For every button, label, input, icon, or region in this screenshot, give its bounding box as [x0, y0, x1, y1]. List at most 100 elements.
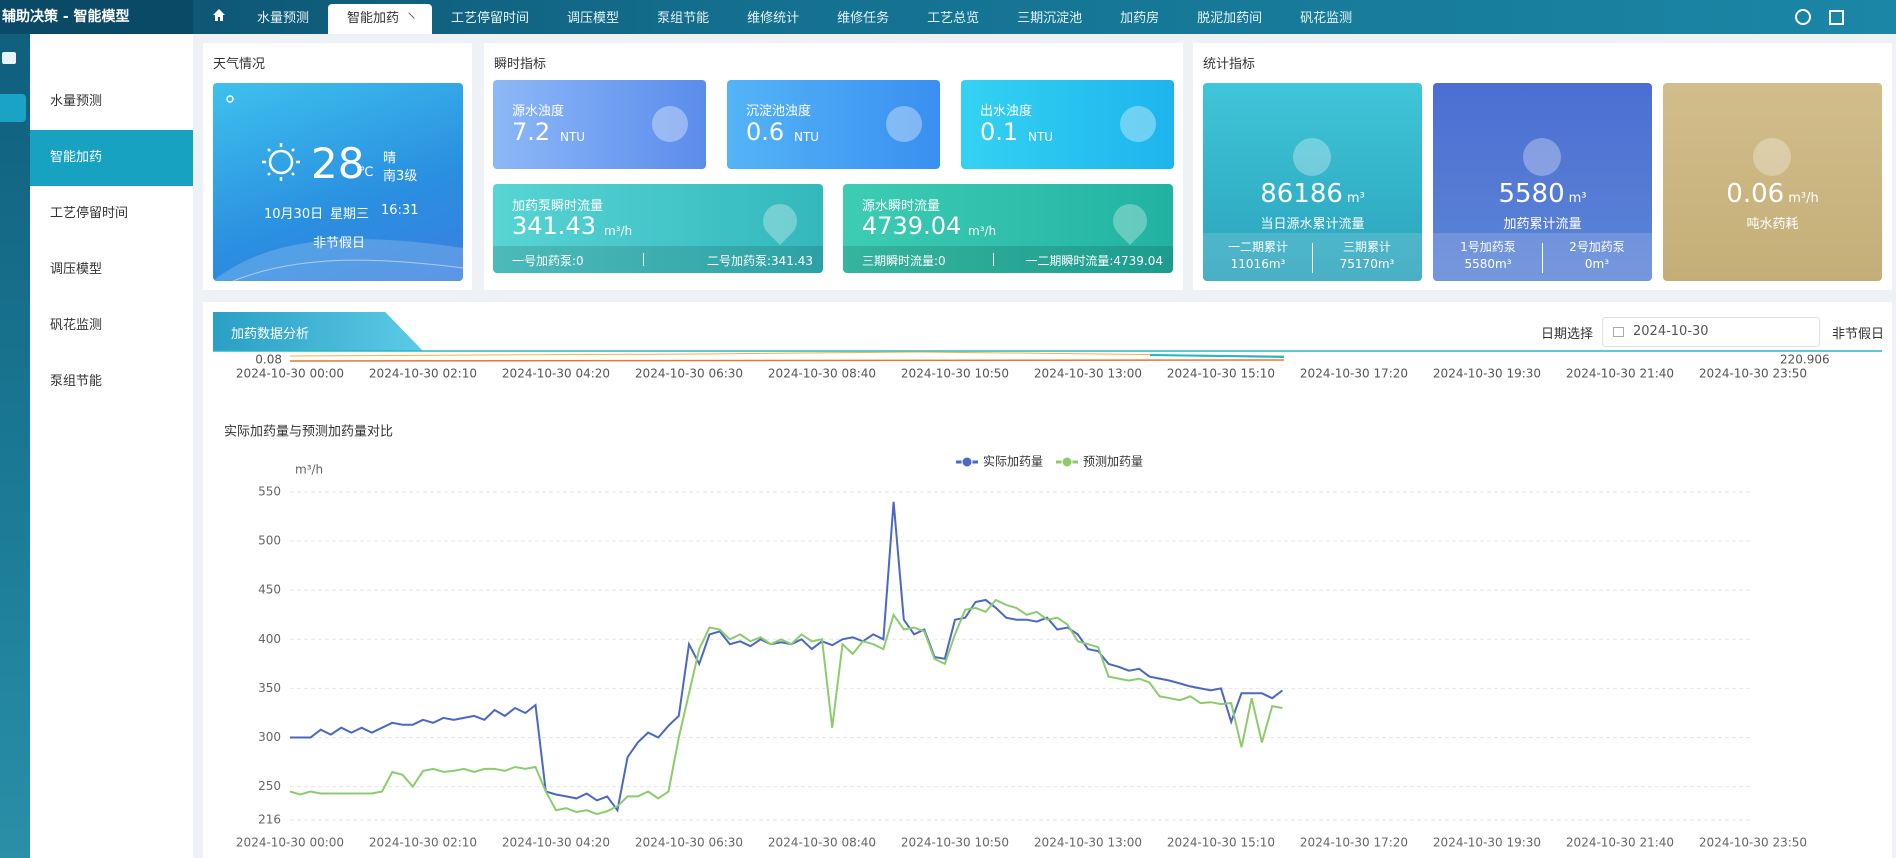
temperature: 28: [311, 139, 364, 188]
analysis-panel: 加药数据分析 日期选择 2024-10-30 非节假日: [203, 302, 1892, 858]
home-tab[interactable]: [200, 4, 238, 34]
stat-value: 5580: [1498, 179, 1564, 209]
stat-sub-value: 5580m³: [1433, 256, 1543, 273]
menu-item[interactable]: 泵组节能: [30, 354, 193, 410]
flow-value: 341.43: [512, 212, 596, 240]
metric-unit: NTU: [794, 130, 819, 144]
instant-panel: 瞬时指标 源水浊度7.2NTU沉淀池浊度0.6NTU出水浊度0.1NTU加药泵瞬…: [484, 43, 1183, 290]
icon-rail: [0, 34, 30, 858]
tab[interactable]: 泵组节能: [638, 4, 728, 34]
metric-value: 7.2: [512, 118, 550, 146]
metric-value: 0.1: [980, 118, 1018, 146]
flow-value: 4739.04: [862, 212, 961, 240]
menu-item[interactable]: 智能加药: [30, 130, 193, 186]
tab-bar: 水量预测 智能加药 工艺停留时间调压模型 泵组节能 维修统计 维修任务 工艺总览 三期沉淀池 加…: [200, 0, 1371, 34]
metric-value: 0.6: [746, 118, 784, 146]
condition: 晴: [383, 147, 396, 166]
menu-item[interactable]: 调压模型: [30, 242, 193, 298]
stat-value: 86186: [1260, 179, 1343, 209]
stat-label: 加药累计流量: [1433, 213, 1652, 232]
tab-label: 三期沉淀池: [1017, 11, 1082, 26]
metric-card: 出水浊度0.1 NTU: [961, 80, 1174, 169]
temperature-unit: ℃: [359, 165, 374, 180]
stat-sub: 2号加药泵0m³: [1542, 239, 1652, 273]
fullscreen-icon[interactable]: [1829, 10, 1844, 25]
stat-icon: [1523, 138, 1561, 176]
tab[interactable]: 脱泥加药间: [1178, 4, 1281, 34]
flow-left: 三期瞬时流量:0: [862, 252, 946, 269]
stat-icon: [1293, 138, 1331, 176]
tab[interactable]: 维修统计: [728, 4, 818, 34]
stat-sub-value: 75170m³: [1312, 256, 1422, 273]
flow-icon: [756, 197, 804, 245]
close-icon[interactable]: [403, 12, 414, 23]
holiday: 非节假日: [313, 232, 365, 251]
stat-sub: 三期累计75170m³: [1312, 239, 1422, 273]
tab[interactable]: 维修任务: [818, 4, 908, 34]
stat-value-row: 0.06m³/h: [1663, 179, 1882, 209]
stat-card: 86186m³当日源水累计流量一二期累计11016m³三期累计75170m³: [1203, 83, 1422, 281]
tab-label: 维修统计: [747, 11, 799, 26]
menu-item[interactable]: 工艺停留时间: [30, 186, 193, 242]
tab[interactable]: 三期沉淀池: [998, 4, 1101, 34]
tab-label: 泵组节能: [657, 11, 709, 26]
stat-unit: m³/h: [1788, 191, 1819, 206]
refresh-icon[interactable]: [1795, 9, 1811, 25]
tab[interactable]: 智能加药: [328, 4, 432, 34]
stat-footer: 1号加药泵5580m³2号加药泵0m³: [1433, 233, 1652, 281]
holiday-label: 非节假日: [1832, 323, 1884, 342]
panel-title: 瞬时指标: [494, 53, 546, 72]
stat-sub-label: 1号加药泵: [1433, 239, 1543, 256]
tab[interactable]: 水量预测: [238, 4, 328, 34]
tab-label: 维修任务: [837, 11, 889, 26]
flow-unit: m³/h: [604, 224, 632, 238]
stat-sub-value: 0m³: [1542, 256, 1652, 273]
home-icon: [212, 8, 226, 22]
stat-value-row: 5580 m³: [1433, 179, 1652, 209]
metric-label: 源水浊度: [512, 100, 564, 119]
tab[interactable]: 调压模型: [548, 4, 638, 34]
flow-card: 加药泵瞬时流量341.43m³/h一号加药泵:0二号加药泵:341.43: [493, 184, 823, 273]
date-picker[interactable]: 2024-10-30: [1602, 317, 1820, 347]
stat-unit: m³: [1569, 191, 1587, 206]
metric-card: 沉淀池浊度0.6NTU: [727, 80, 940, 169]
app-title: 辅助决策 - 智能模型: [0, 0, 193, 34]
panel-title: 天气情况: [213, 53, 265, 72]
flow-icon: [1106, 197, 1154, 245]
tab[interactable]: 工艺总览: [908, 4, 998, 34]
stat-sub-label: 三期累计: [1312, 239, 1422, 256]
analysis-tab[interactable]: 加药数据分析: [213, 312, 423, 351]
menu-item[interactable]: 水量预测: [30, 74, 193, 130]
wind: 南3级: [383, 165, 417, 184]
stat-icon: [1753, 138, 1791, 176]
calendar-icon: [1613, 327, 1624, 337]
metric-unit: NTU: [1028, 130, 1053, 144]
tab-label: 智能加药: [347, 11, 399, 26]
book-icon[interactable]: [2, 52, 16, 64]
weekday: 星期三: [330, 203, 369, 222]
tab[interactable]: 工艺停留时间: [432, 4, 548, 34]
stat-sub-label: 一二期累计: [1203, 239, 1313, 256]
date-label: 日期选择: [1541, 323, 1593, 342]
stat-sub: 一二期累计11016m³: [1203, 239, 1313, 273]
weather-card: 28 ℃ 晴 南3级 10月30日 星期三 16:31 非节假日: [213, 83, 463, 281]
tab-label: 矾花监测: [1300, 11, 1352, 26]
tab-label: 加药房: [1120, 11, 1159, 26]
flow-right: 一二期瞬时流量:4739.04: [1025, 252, 1163, 269]
tab[interactable]: 加药房: [1101, 4, 1178, 34]
model-icon[interactable]: [0, 94, 26, 122]
metric-unit: NTU: [560, 130, 585, 144]
date: 10月30日: [264, 203, 323, 222]
flow-card: 源水瞬时流量4739.04m³/h三期瞬时流量:0一二期瞬时流量:4739.04: [843, 184, 1173, 273]
stat-card: 5580m³加药累计流量1号加药泵5580m³2号加药泵0m³: [1433, 83, 1652, 281]
metric-label: 出水浊度: [980, 100, 1032, 119]
stat-label: 吨水药耗: [1663, 213, 1882, 232]
tab[interactable]: 矾花监测: [1281, 4, 1371, 34]
metric-icon: [886, 106, 922, 142]
menu-item[interactable]: 矾花监测: [30, 298, 193, 354]
stat-sub-label: 2号加药泵: [1542, 239, 1652, 256]
flow-footer: 一号加药泵:0二号加药泵:341.43: [493, 246, 823, 273]
stat-sub: 1号加药泵5580m³: [1433, 239, 1543, 273]
weather-panel: 天气情况 28 ℃ 晴 南3级 10月30日 星期三 16:31 非节假日: [203, 43, 472, 290]
